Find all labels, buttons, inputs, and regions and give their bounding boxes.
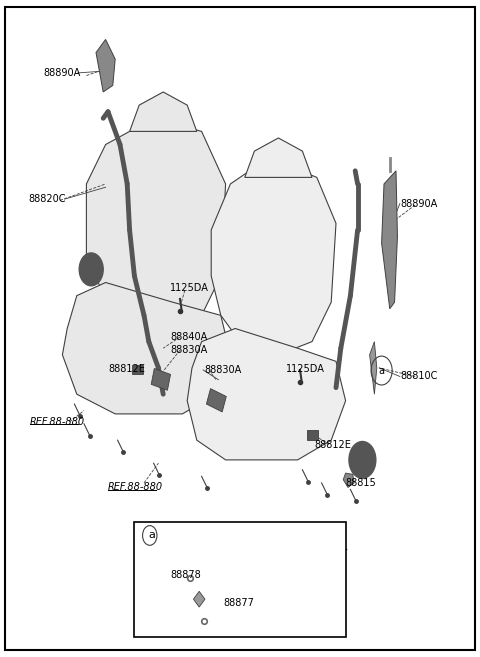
Text: REF.88-880: REF.88-880	[108, 482, 163, 493]
Bar	[132, 365, 143, 374]
Bar	[206, 389, 226, 412]
Text: 88812E: 88812E	[108, 364, 145, 374]
Text: 88812E: 88812E	[314, 440, 351, 450]
Text: 88820C: 88820C	[29, 194, 66, 204]
Bar	[134, 522, 346, 637]
Polygon shape	[86, 118, 226, 328]
Text: 88878: 88878	[170, 570, 201, 580]
Text: 88830A: 88830A	[170, 344, 208, 355]
Polygon shape	[382, 171, 397, 309]
Polygon shape	[187, 328, 346, 460]
Text: a: a	[379, 365, 384, 376]
Circle shape	[349, 442, 376, 478]
Polygon shape	[96, 39, 115, 92]
Text: a: a	[149, 530, 156, 541]
Circle shape	[79, 253, 103, 286]
Polygon shape	[193, 591, 205, 607]
Text: 1125DA: 1125DA	[170, 283, 209, 293]
Bar	[151, 369, 170, 390]
Text: 88830A: 88830A	[204, 365, 241, 375]
Text: 88890A: 88890A	[401, 198, 438, 209]
Bar	[307, 430, 318, 440]
Text: 88877: 88877	[223, 598, 254, 608]
Text: 88840A: 88840A	[170, 332, 208, 342]
Text: REF.88-880: REF.88-880	[30, 417, 85, 427]
Polygon shape	[245, 138, 312, 177]
Text: 1125DA: 1125DA	[286, 364, 324, 374]
Text: 88890A: 88890A	[43, 68, 81, 78]
Polygon shape	[211, 158, 336, 355]
Text: 88810C: 88810C	[401, 371, 438, 382]
Polygon shape	[370, 342, 377, 394]
Text: 88815: 88815	[346, 478, 376, 488]
Polygon shape	[343, 473, 354, 487]
Polygon shape	[62, 283, 230, 414]
Polygon shape	[130, 92, 197, 131]
